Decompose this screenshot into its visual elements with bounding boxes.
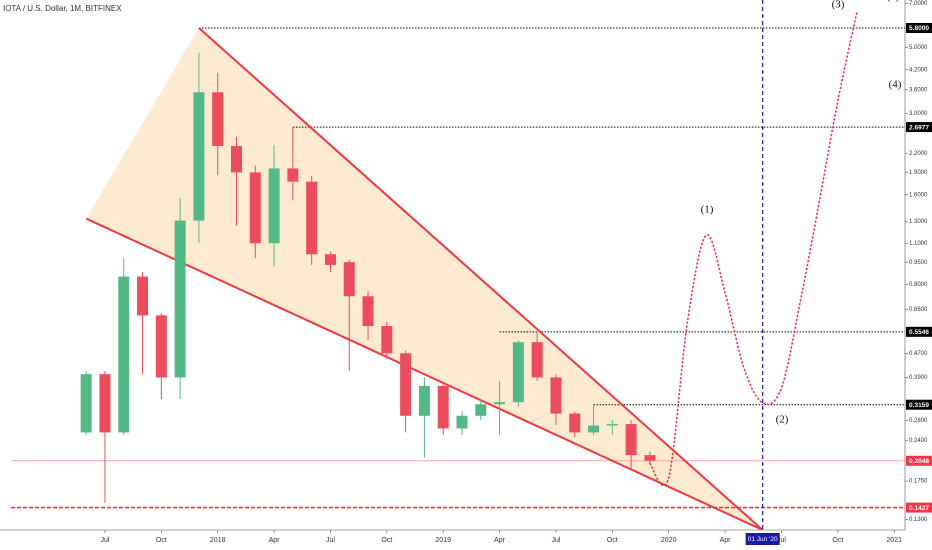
candle-body xyxy=(231,146,242,173)
candle-body xyxy=(512,342,524,403)
x-tick-label: Jul xyxy=(326,537,335,544)
wave-label: (2) xyxy=(776,414,789,426)
wave-label: (4) xyxy=(889,79,902,91)
candle-body xyxy=(268,168,280,244)
candle-body xyxy=(287,168,299,182)
x-tick-label: 2019 xyxy=(435,537,451,544)
price-label-box xyxy=(906,326,932,337)
y-tick-label: 0.3900 xyxy=(909,375,928,381)
y-tick-label: 1.9000 xyxy=(909,170,928,176)
x-tick-label: Jul xyxy=(551,537,560,544)
y-tick-label: 0.4700 xyxy=(909,351,928,357)
x-tick-label: Oct xyxy=(381,537,392,544)
candle-body xyxy=(531,342,543,378)
candle-body xyxy=(400,353,412,416)
y-tick-label: 5.0000 xyxy=(909,45,928,51)
candle-body xyxy=(588,425,600,433)
y-tick-label: 3.6000 xyxy=(909,87,928,93)
candle-body xyxy=(550,377,562,414)
x-tick-label: Oct xyxy=(156,537,167,544)
time-axis-panel xyxy=(0,530,905,550)
price-label-box xyxy=(906,22,932,33)
candle-body xyxy=(249,172,261,244)
x-tick-label: Apr xyxy=(269,537,281,544)
price-label-box xyxy=(906,502,932,513)
y-tick-label: 0.6600 xyxy=(909,307,928,313)
x-tick-label: Jul xyxy=(777,537,786,544)
wave-label: (5) xyxy=(887,0,900,3)
price-label: 0.2048 xyxy=(909,458,929,465)
y-tick-label: 2.2000 xyxy=(909,151,928,157)
candle-body xyxy=(80,374,92,433)
y-tick-label: 4.2000 xyxy=(909,67,928,73)
marker-label: 01 Jun '20 xyxy=(748,536,778,543)
y-tick-label: 0.1300 xyxy=(909,517,928,523)
price-label: 0.3159 xyxy=(909,402,929,409)
candle-body xyxy=(118,276,130,433)
x-tick-label: Apr xyxy=(720,537,732,544)
trend-line xyxy=(198,27,764,531)
candle-body xyxy=(644,455,656,461)
chart-title: IOTA / U.S. Dollar, 1M, BITFINEX xyxy=(3,4,122,13)
y-tick-label: 1.3000 xyxy=(909,219,928,225)
axes: 7.0000 5.0000 4.2000 3.6000 3.0000 2.2000 1.90… xyxy=(100,1,932,545)
x-tick-label: Oct xyxy=(832,537,843,544)
candle-body xyxy=(137,276,149,316)
y-tick-label: 0.2400 xyxy=(909,438,928,444)
price-label: 5.8000 xyxy=(909,25,929,32)
candle-body xyxy=(174,220,186,378)
candle-body xyxy=(475,404,487,416)
candle-body xyxy=(625,424,637,456)
price-label: 0.5546 xyxy=(909,329,929,336)
price-label: 2.6977 xyxy=(909,124,929,131)
candle-body xyxy=(456,415,468,429)
wave-label: (3) xyxy=(832,0,845,11)
x-tick-label: 2018 xyxy=(210,537,226,544)
candle-body xyxy=(99,374,111,433)
candle-body xyxy=(306,181,318,255)
candle-body xyxy=(381,326,393,354)
price-label-box xyxy=(906,399,932,410)
candle-body xyxy=(193,92,205,221)
plot-area: (1) (2) (3) (4) (5) xyxy=(11,0,905,531)
candle-body xyxy=(343,262,355,297)
x-tick-label: Apr xyxy=(494,537,506,544)
candle-body xyxy=(212,92,224,147)
candle-body xyxy=(437,386,449,429)
projection-path xyxy=(649,12,858,487)
candle-body xyxy=(606,424,618,426)
marker-label-box xyxy=(745,533,780,545)
y-tick-label: 0.1750 xyxy=(909,479,928,485)
x-tick-label: 2021 xyxy=(886,537,902,544)
price-label-box xyxy=(906,122,932,133)
trend-line xyxy=(85,217,764,531)
price-axis-panel xyxy=(905,0,932,550)
x-tick-label: 2020 xyxy=(661,537,677,544)
candle-body xyxy=(362,296,374,327)
price-label-box xyxy=(906,455,932,466)
candle-body xyxy=(494,402,506,405)
y-tick-label: 7.0000 xyxy=(909,1,928,7)
price-label: 0.1427 xyxy=(909,505,929,512)
y-tick-label: 0.8000 xyxy=(909,282,928,288)
x-tick-label: Oct xyxy=(607,537,618,544)
y-tick-label: 1.6000 xyxy=(909,192,928,198)
candle-body xyxy=(324,254,336,265)
y-tick-label: 0.9500 xyxy=(909,260,928,266)
candle-body xyxy=(418,386,430,416)
x-tick-label: Jul xyxy=(100,537,109,544)
y-tick-label: 3.0000 xyxy=(909,111,928,117)
candle-body xyxy=(569,413,581,433)
candle-body xyxy=(155,315,167,378)
wave-label: (1) xyxy=(701,204,714,216)
y-tick-label: 1.1000 xyxy=(909,241,928,247)
y-tick-label: 0.2800 xyxy=(909,418,928,424)
